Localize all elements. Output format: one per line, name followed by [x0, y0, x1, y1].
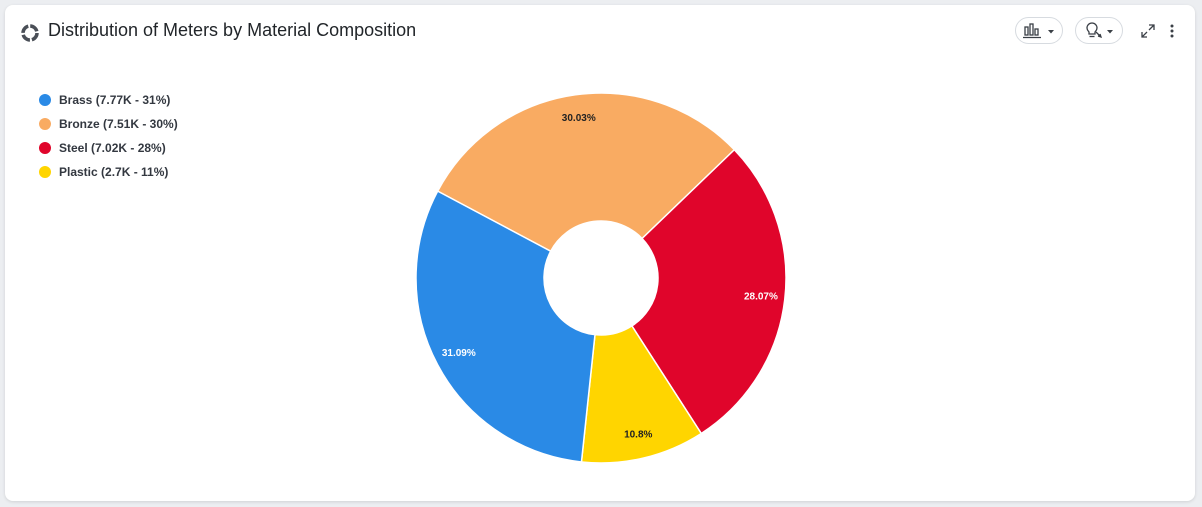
- data-label-bronze: 30.03%: [562, 113, 596, 124]
- more-vertical-icon[interactable]: [1163, 22, 1181, 40]
- insights-dropdown[interactable]: [1075, 17, 1123, 44]
- legend-swatch: [39, 166, 51, 178]
- data-label-plastic: 10.8%: [624, 429, 652, 440]
- legend-label: Steel (7.02K - 28%): [59, 141, 166, 155]
- card-title: Distribution of Meters by Material Compo…: [48, 20, 417, 40]
- bar-chart-icon: [1023, 23, 1041, 39]
- donut-slice-plastic[interactable]: [580, 324, 703, 464]
- insight-bulb-icon: [1086, 22, 1103, 39]
- donut-chart-icon: [21, 24, 39, 42]
- legend-swatch: [39, 142, 51, 154]
- donut-chart: 30.03% 28.07% 10.8% 31.09%: [415, 92, 787, 464]
- legend-label: Bronze (7.51K - 30%): [59, 117, 178, 131]
- donut-slice-steel[interactable]: [630, 148, 787, 435]
- donut-slice-bronze[interactable]: [436, 92, 736, 253]
- chart-type-dropdown[interactable]: [1015, 17, 1063, 44]
- caret-down-icon: [1107, 30, 1113, 34]
- data-label-steel: 28.07%: [744, 291, 778, 302]
- legend-label: Brass (7.77K - 31%): [59, 93, 171, 107]
- chart-card: Distribution of Meters by Material Compo…: [5, 5, 1195, 501]
- legend-label: Plastic (2.7K - 11%): [59, 165, 169, 179]
- legend-swatch: [39, 94, 51, 106]
- caret-down-icon: [1048, 30, 1054, 34]
- data-label-brass: 31.09%: [442, 348, 476, 359]
- card-header: Distribution of Meters by Material Compo…: [5, 5, 1195, 59]
- legend-swatch: [39, 118, 51, 130]
- expand-icon[interactable]: [1139, 22, 1157, 40]
- donut-slice-brass[interactable]: [415, 190, 596, 463]
